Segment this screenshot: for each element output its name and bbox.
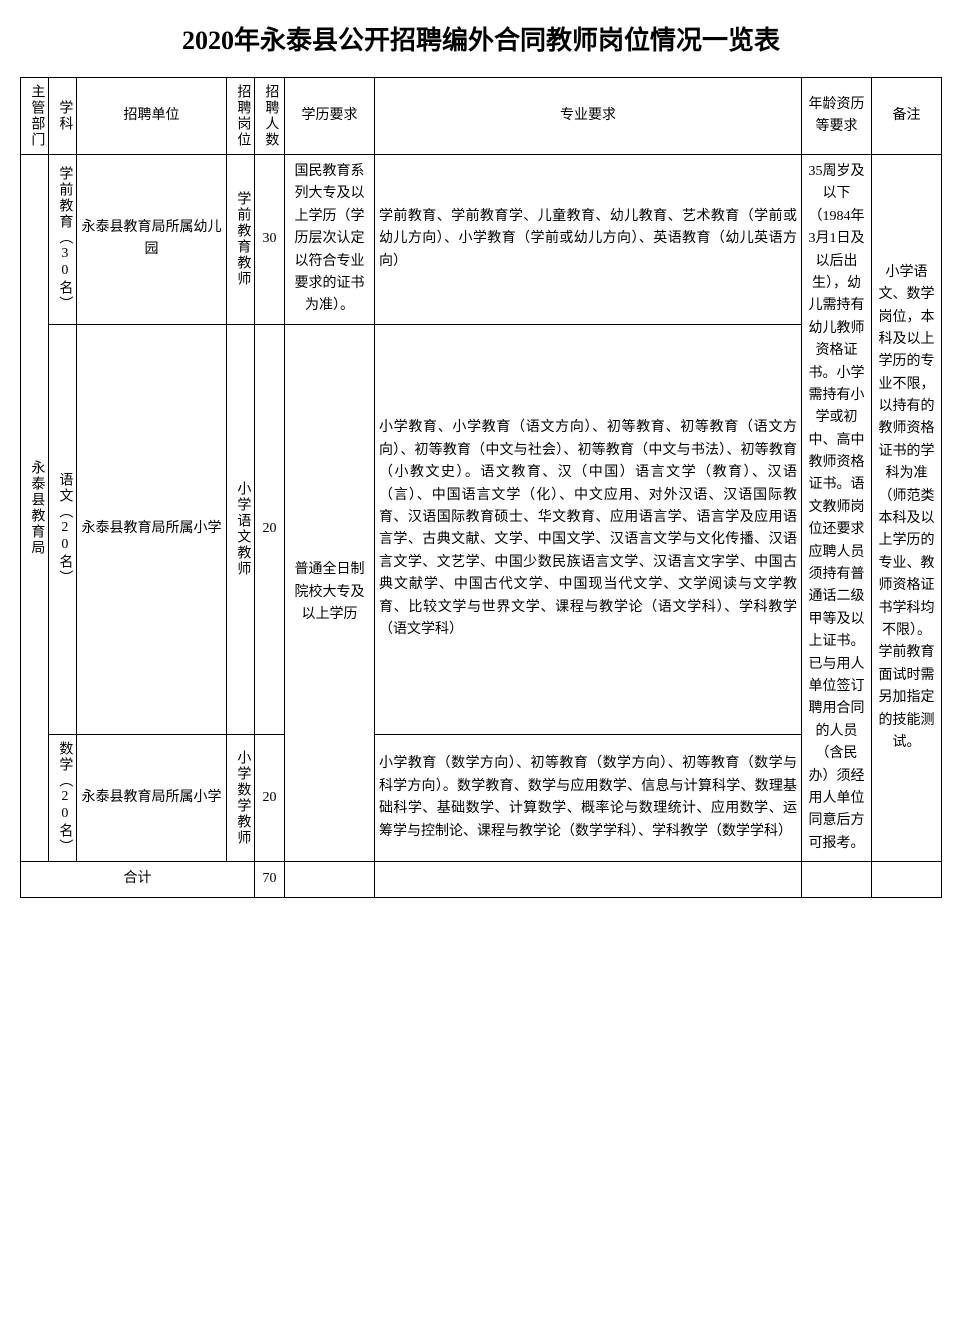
cell-subject: 语文（20名） <box>49 324 77 734</box>
cell-unit: 永泰县教育局所属小学 <box>77 324 227 734</box>
cell-position: 小学语文教师 <box>227 324 255 734</box>
cell-major: 小学教育（数学方向）、初等教育（数学方向）、初等教育（数学与科学方向）。数学教育… <box>375 735 802 862</box>
header-major: 专业要求 <box>375 78 802 155</box>
cell-dept: 永泰县教育局 <box>21 155 49 862</box>
cell-empty <box>285 862 375 897</box>
cell-note: 小学语文、数学岗位，本科及以上学历的专业不限，以持有的教师资格证书的学科为准（师… <box>872 155 942 862</box>
cell-education-shared: 普通全日制院校大专及以上学历 <box>285 324 375 861</box>
header-unit: 招聘单位 <box>77 78 227 155</box>
cell-age: 35周岁及以下（1984年3月1日及以后出生），幼儿需持有幼儿教师资格证书。小学… <box>802 155 872 862</box>
cell-count: 30 <box>255 155 285 325</box>
header-subject: 学科 <box>49 78 77 155</box>
page-title: 2020年永泰县公开招聘编外合同教师岗位情况一览表 <box>20 20 942 57</box>
cell-empty <box>375 862 802 897</box>
header-education: 学历要求 <box>285 78 375 155</box>
cell-education: 国民教育系列大专及以上学历（学历层次认定以符合专业要求的证书为准）。 <box>285 155 375 325</box>
cell-empty <box>872 862 942 897</box>
header-position: 招聘岗位 <box>227 78 255 155</box>
cell-unit: 永泰县教育局所属幼儿园 <box>77 155 227 325</box>
header-note: 备注 <box>872 78 942 155</box>
cell-total-label: 合计 <box>21 862 255 897</box>
cell-empty <box>802 862 872 897</box>
cell-position: 小学数学教师 <box>227 735 255 862</box>
table-total-row: 合计 70 <box>21 862 942 897</box>
cell-subject: 数学（20名） <box>49 735 77 862</box>
cell-total-count: 70 <box>255 862 285 897</box>
header-age: 年龄资历等要求 <box>802 78 872 155</box>
cell-count: 20 <box>255 324 285 734</box>
table-header-row: 主管部门 学科 招聘单位 招聘岗位 招聘人数 学历要求 专业要求 年龄资历等要求… <box>21 78 942 155</box>
cell-subject: 学前教育（30名） <box>49 155 77 325</box>
cell-position: 学前教育教师 <box>227 155 255 325</box>
header-dept: 主管部门 <box>21 78 49 155</box>
recruitment-table: 主管部门 学科 招聘单位 招聘岗位 招聘人数 学历要求 专业要求 年龄资历等要求… <box>20 77 942 898</box>
header-count: 招聘人数 <box>255 78 285 155</box>
cell-count: 20 <box>255 735 285 862</box>
cell-major: 小学教育、小学教育（语文方向）、初等教育、初等教育（语文方向）、初等教育（中文与… <box>375 324 802 734</box>
cell-unit: 永泰县教育局所属小学 <box>77 735 227 862</box>
table-row: 永泰县教育局 学前教育（30名） 永泰县教育局所属幼儿园 学前教育教师 30 国… <box>21 155 942 325</box>
cell-major: 学前教育、学前教育学、儿童教育、幼儿教育、艺术教育（学前或幼儿方向）、小学教育（… <box>375 155 802 325</box>
